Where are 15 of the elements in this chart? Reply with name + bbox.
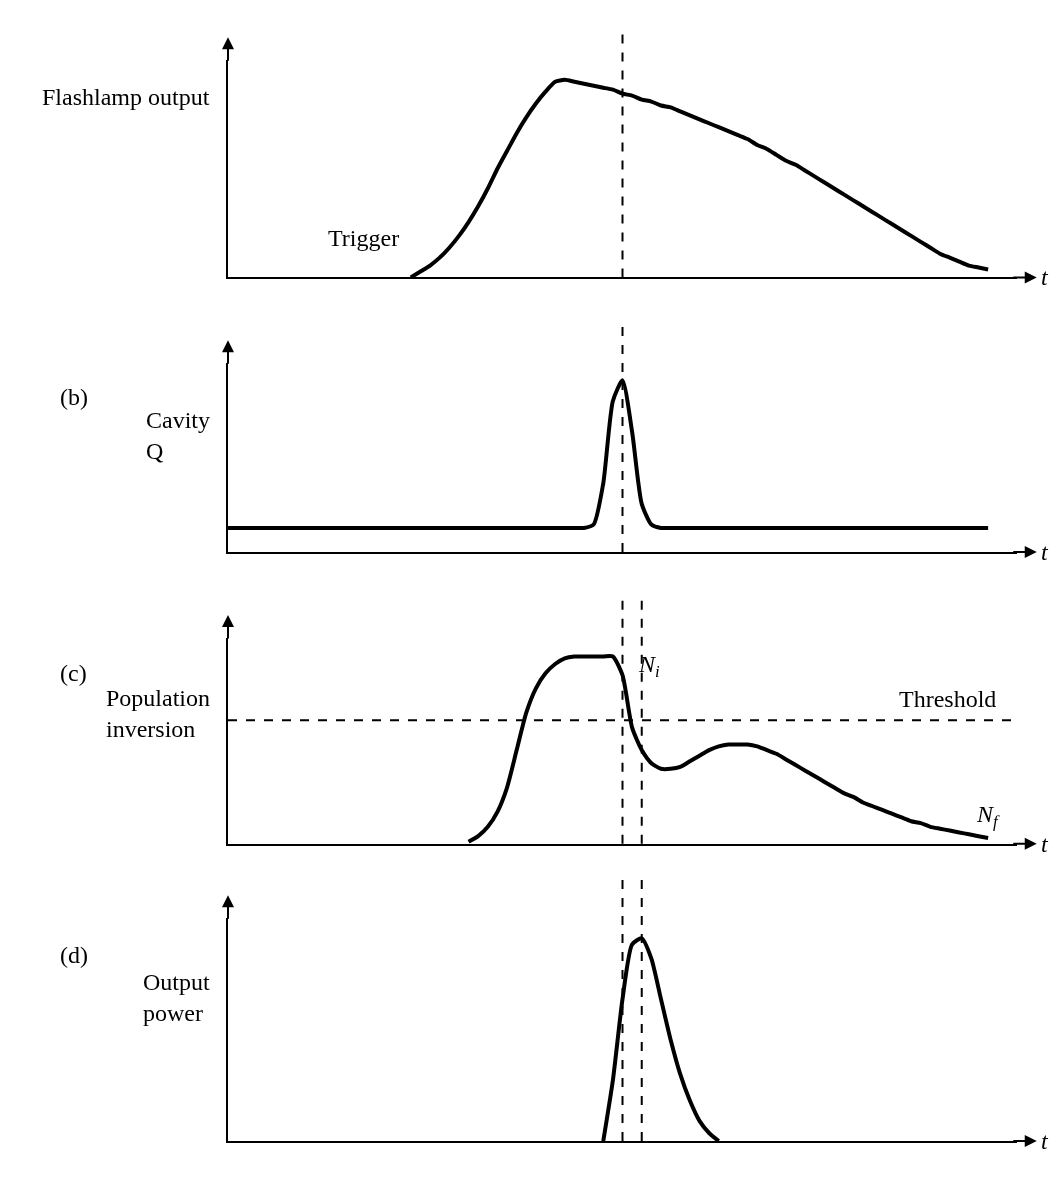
x-axis-title: t [1041, 539, 1049, 565]
x-axis-title: t [1041, 264, 1049, 290]
annotation: N$_{i}$ [638, 651, 661, 682]
annotation: Trigger [328, 225, 400, 251]
x-axis-title: t [1041, 831, 1049, 857]
chart-title: (d) [60, 942, 88, 968]
y-axis-title: Cavity Q [146, 407, 210, 465]
chart-title: (c) [60, 660, 87, 686]
y-axis-title: Flashlamp output [42, 84, 210, 110]
y-axis-title: Output power [143, 969, 210, 1027]
x-axis-title: t [1041, 1128, 1049, 1154]
ref-line-label: Threshold [899, 686, 997, 712]
chart-title: (b) [60, 384, 88, 410]
y-axis-title: Population inversion [106, 685, 211, 743]
annotation: N$_{f}$ [976, 801, 1001, 832]
